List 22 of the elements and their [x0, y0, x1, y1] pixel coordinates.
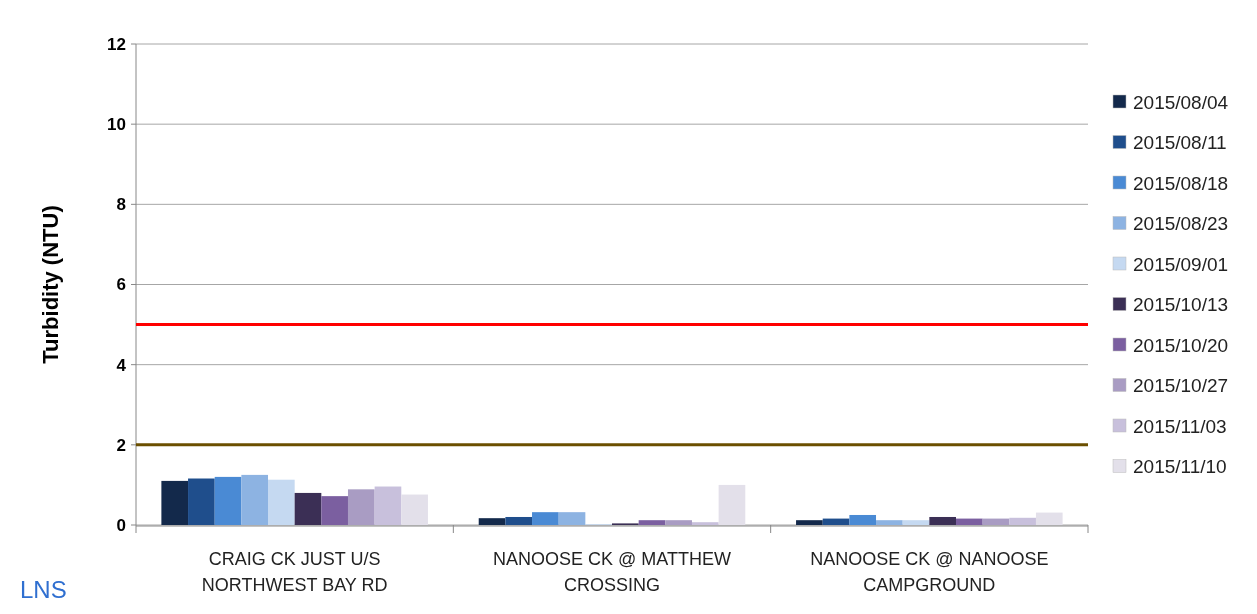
- y-tick-label: 0: [116, 515, 126, 535]
- legend-label: 2015/08/18: [1133, 172, 1229, 194]
- legend-label: 2015/11/03: [1133, 415, 1227, 437]
- y-tick-label: 10: [107, 115, 126, 135]
- legend-label: 2015/09/01: [1133, 253, 1229, 275]
- legend-label: 2015/08/11: [1133, 132, 1227, 154]
- legend-label: 2015/10/27: [1133, 375, 1229, 397]
- legend-label: 2015/11/10: [1133, 456, 1227, 478]
- x-tick-label: NANOOSE CK @ MATTHEW CROSSING: [493, 549, 731, 595]
- x-tick-label: NANOOSE CK @ NANOOSE CAMPGROUND: [810, 549, 1049, 595]
- legend-label: 2015/10/13: [1133, 294, 1229, 316]
- y-tick-label: 4: [116, 355, 127, 375]
- y-tick-label: 2: [116, 435, 126, 455]
- y-axis-title: Turbidity (NTU): [38, 205, 63, 364]
- x-tick-label: CRAIG CK JUST U/S NORTHWEST BAY RD: [201, 549, 388, 595]
- legend-label: 2015/08/23: [1133, 213, 1229, 235]
- legend-label: 2015/10/20: [1133, 334, 1229, 356]
- y-tick-label: 8: [116, 195, 126, 215]
- y-tick-label: 12: [107, 34, 126, 54]
- text: LNS: [20, 576, 67, 603]
- y-tick-label: 6: [116, 275, 126, 295]
- legend-label: 2015/08/04: [1133, 91, 1229, 113]
